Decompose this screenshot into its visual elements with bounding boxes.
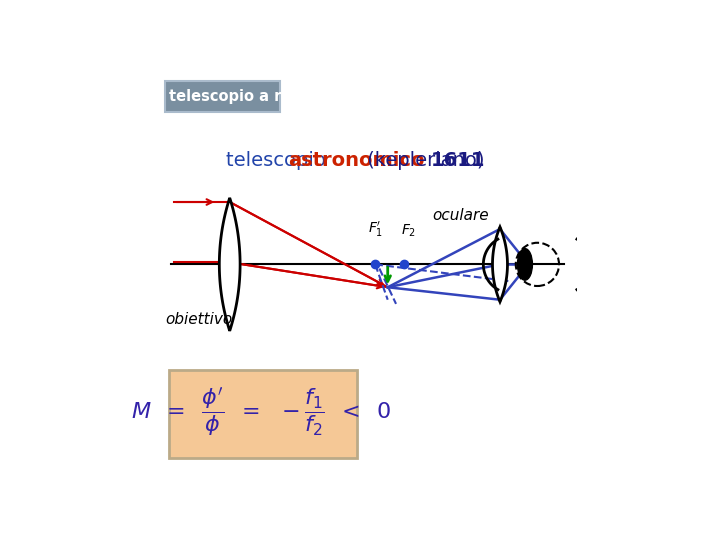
Text: astronomico: astronomico — [288, 151, 424, 170]
Text: oculare: oculare — [432, 208, 489, 223]
Polygon shape — [492, 227, 508, 302]
FancyBboxPatch shape — [169, 370, 356, 458]
Text: $F_2$: $F_2$ — [401, 223, 416, 239]
Text: telescopio: telescopio — [225, 151, 332, 170]
Polygon shape — [220, 198, 240, 331]
Text: $M \;\; = \;\; \dfrac{\phi'}{\phi} \;\; = \;\; - \dfrac{f_1}{f_2} \;\; < \;\; 0$: $M \;\; = \;\; \dfrac{\phi'}{\phi} \;\; … — [130, 386, 391, 438]
Text: obiettivo: obiettivo — [165, 312, 232, 327]
Text: $F_1'$: $F_1'$ — [368, 220, 383, 239]
Text: telescopio a rifrazione: telescopio a rifrazione — [169, 89, 354, 104]
Ellipse shape — [518, 248, 532, 280]
Text: (kepleriano): (kepleriano) — [361, 151, 497, 170]
Text: 1611: 1611 — [431, 151, 485, 170]
FancyBboxPatch shape — [165, 81, 279, 112]
